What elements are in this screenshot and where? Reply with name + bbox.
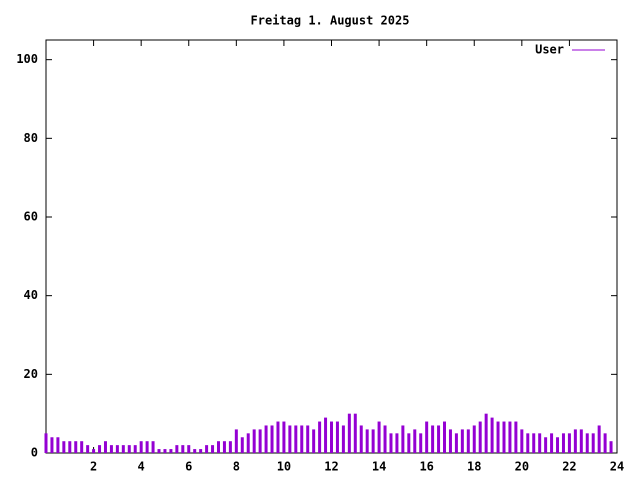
plot-frame xyxy=(45,39,618,454)
x-tick-label: 12 xyxy=(324,460,338,474)
legend-label: User xyxy=(535,43,564,57)
y-tick-label: 0 xyxy=(31,446,38,460)
y-tick-label: 100 xyxy=(16,52,38,66)
x-tick-label: 16 xyxy=(419,460,433,474)
x-tick-label: 22 xyxy=(562,460,576,474)
x-tick-label: 18 xyxy=(467,460,481,474)
x-tick-label: 14 xyxy=(372,460,386,474)
y-tick-label: 20 xyxy=(24,367,38,381)
y-tick-label: 40 xyxy=(24,288,38,302)
x-tick-label: 20 xyxy=(515,460,529,474)
y-tick-label: 60 xyxy=(24,210,38,224)
x-tick-label: 4 xyxy=(138,460,145,474)
x-tick-label: 2 xyxy=(90,460,97,474)
y-tick-label: 80 xyxy=(24,131,38,145)
chart-title: Freitag 1. August 2025 xyxy=(251,14,410,28)
x-tick-label: 8 xyxy=(233,460,240,474)
x-tick-label: 6 xyxy=(185,460,192,474)
x-tick-label: 24 xyxy=(610,460,624,474)
x-tick-label: 10 xyxy=(277,460,291,474)
